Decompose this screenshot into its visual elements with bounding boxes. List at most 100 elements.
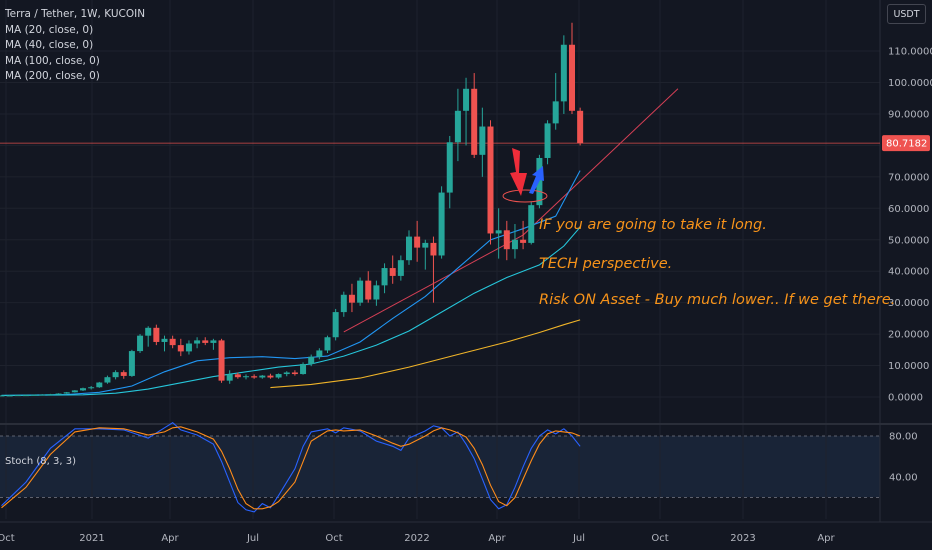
candle-body <box>218 340 225 381</box>
price-tick-label: 110.0000 <box>888 47 932 58</box>
candle-body <box>300 363 307 375</box>
candle-body <box>267 375 274 378</box>
candle-body <box>406 236 412 261</box>
candle-body <box>528 205 535 243</box>
candle-body <box>520 239 527 243</box>
candle-body <box>96 382 103 388</box>
down-arrow-icon <box>510 148 527 196</box>
candle-body <box>308 356 315 364</box>
candle-body <box>511 239 518 250</box>
currency-label[interactable]: USDT <box>887 4 926 24</box>
candle-body <box>495 230 502 234</box>
chart-legend: Terra / Tether, 1W, KUCOIN MA (20, close… <box>5 7 145 85</box>
price-tick-label: 100.0000 <box>888 78 932 89</box>
candle-body <box>243 376 249 378</box>
candle-body <box>422 242 429 248</box>
candle-body <box>438 192 445 256</box>
candle-body <box>430 242 437 256</box>
price-tick-label: 70.0000 <box>888 172 929 183</box>
last-price-label: 80.7182 <box>886 139 927 150</box>
stoch-tick-label: 80.00 <box>889 432 918 443</box>
annotation-tech: TECH perspective. <box>539 256 673 272</box>
stoch-band <box>0 436 880 497</box>
candle-body <box>463 88 470 111</box>
candle-body <box>365 280 372 300</box>
symbol-title[interactable]: Terra / Tether, 1W, KUCOIN <box>5 8 146 20</box>
time-tick-label: Oct <box>325 533 342 544</box>
time-tick-label: Apr <box>817 533 835 544</box>
candle-body <box>259 375 266 378</box>
stoch-d-line <box>1 426 581 510</box>
price-tick-label: 20.0000 <box>888 330 929 341</box>
ma40-legend[interactable]: MA (40, close, 0) <box>5 39 94 51</box>
ma20-legend[interactable]: MA (20, close, 0) <box>5 23 94 36</box>
annotation-long: IF you are going to take it long. <box>539 217 767 233</box>
candle-body <box>552 101 559 124</box>
candle-body <box>471 88 478 155</box>
candle-body <box>0 395 5 397</box>
candle-body <box>454 110 461 143</box>
candle-body <box>177 345 184 352</box>
candle-body <box>202 340 209 343</box>
candle-body <box>373 285 380 300</box>
stoch-legend[interactable]: Stoch (8, 3, 3) <box>5 456 77 467</box>
last-price-badge <box>882 135 930 152</box>
candle-body <box>137 335 144 352</box>
candle-body <box>120 372 127 376</box>
ma-line-2 <box>1 226 581 396</box>
time-tick-label: 2021 <box>79 533 104 544</box>
candle-body <box>185 343 192 352</box>
candle-body <box>283 372 290 375</box>
candle-body <box>234 374 241 378</box>
candle-body <box>340 294 347 313</box>
target-ellipse <box>502 189 548 203</box>
candle-body <box>324 337 331 351</box>
candle-body <box>210 340 217 343</box>
annotation-risk: Risk ON Asset - Buy much lower.. If we g… <box>539 292 896 308</box>
candle-body <box>332 312 339 338</box>
time-tick-label: Apr <box>488 533 506 544</box>
time-tick-label: 2023 <box>730 533 755 544</box>
candle-body <box>39 394 46 396</box>
candle-body <box>169 338 176 346</box>
candle-body <box>536 157 543 206</box>
candle-body <box>348 294 355 303</box>
time-tick-label: Apr <box>161 533 179 544</box>
time-tick-label: Jul <box>246 533 259 544</box>
time-tick-label: 2022 <box>404 533 429 544</box>
stoch-k-line <box>1 422 581 513</box>
price-tick-label: 0.0000 <box>888 393 923 404</box>
candle-body <box>6 395 13 397</box>
ma200-legend[interactable]: MA (200, close, 0) <box>5 70 100 82</box>
candle-body <box>63 392 70 394</box>
candle-body <box>145 327 152 336</box>
stoch-tick-label: 40.00 <box>889 473 918 484</box>
candle-body <box>487 126 494 234</box>
price-tick-label: 30.0000 <box>888 298 929 309</box>
candle-body <box>88 387 95 389</box>
candle-body <box>104 377 111 383</box>
price-tick-label: 90.0000 <box>888 109 929 120</box>
candles-group <box>0 22 584 397</box>
candle-body <box>291 372 298 375</box>
candle-body <box>414 236 421 248</box>
ma100-legend[interactable]: MA (100, close, 0) <box>5 54 100 67</box>
candle-body <box>503 230 510 250</box>
ma-line-3 <box>270 319 581 389</box>
candle-body <box>389 268 396 276</box>
candle-body <box>577 110 584 144</box>
time-tick-label: Jul <box>572 533 585 544</box>
candle-body <box>560 44 567 102</box>
candle-body <box>161 338 168 342</box>
candle-body <box>275 374 282 378</box>
time-tick-label: Oct <box>651 533 668 544</box>
price-tick-label: 10.0000 <box>888 361 929 372</box>
candle-body <box>251 376 258 378</box>
up-arrow-icon <box>529 166 544 194</box>
candle-body <box>153 327 160 342</box>
candle-body <box>479 126 486 155</box>
candle-body <box>446 142 453 193</box>
candle-body <box>381 268 388 286</box>
candle-body <box>112 372 119 378</box>
